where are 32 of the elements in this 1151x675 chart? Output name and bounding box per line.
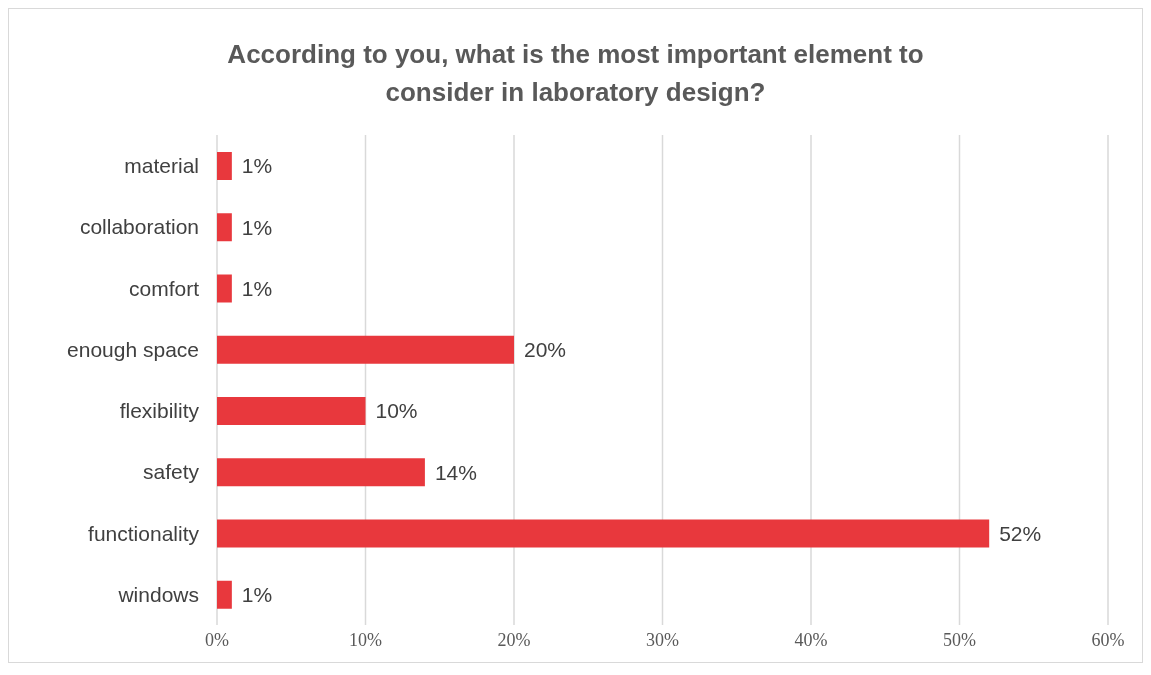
bar bbox=[217, 152, 232, 180]
y-tick-label: safety bbox=[142, 460, 200, 484]
data-label: 20% bbox=[524, 338, 567, 362]
data-label: 1% bbox=[241, 154, 273, 178]
y-tick-label: flexibility bbox=[119, 399, 200, 423]
y-tick-label: enough space bbox=[67, 337, 199, 361]
x-tick-label: 10% bbox=[349, 629, 382, 650]
y-tick-label: collaboration bbox=[79, 215, 199, 239]
x-tick-label: 40% bbox=[794, 629, 828, 650]
data-label: 52% bbox=[999, 521, 1042, 545]
x-tick-label: 30% bbox=[646, 629, 679, 650]
x-tick-label: 0% bbox=[205, 629, 229, 650]
bar bbox=[217, 580, 232, 609]
data-label: 10% bbox=[375, 399, 418, 423]
data-label: 1% bbox=[241, 215, 273, 239]
bar bbox=[217, 335, 514, 364]
data-label: 14% bbox=[434, 460, 477, 484]
bar bbox=[217, 274, 232, 303]
x-tick-label: 20% bbox=[497, 629, 531, 650]
bar bbox=[217, 397, 366, 425]
x-tick-label: 50% bbox=[943, 629, 976, 650]
bar bbox=[217, 213, 232, 242]
y-tick-label: windows bbox=[117, 582, 199, 606]
x-tick-label: 60% bbox=[1091, 629, 1125, 650]
chart-title: According to you, what is the most important element to consider in laboratory design? bbox=[226, 38, 925, 109]
bar bbox=[217, 519, 990, 548]
data-label: 1% bbox=[241, 276, 273, 300]
data-label: 1% bbox=[241, 583, 273, 607]
y-tick-label: functionality bbox=[88, 521, 200, 545]
y-tick-label: material bbox=[124, 154, 199, 178]
y-tick-label: comfort bbox=[128, 276, 200, 300]
bar bbox=[217, 458, 425, 487]
